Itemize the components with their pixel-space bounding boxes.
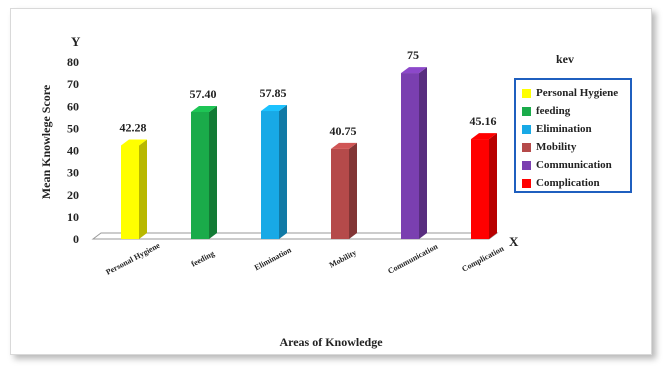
- data-label: 75: [407, 48, 419, 62]
- y-tick-label: 10: [67, 210, 79, 224]
- legend-swatch: [522, 142, 531, 152]
- data-label: 40.75: [330, 124, 357, 138]
- x-axis-letter: X: [509, 234, 519, 249]
- bar-front: [191, 112, 209, 239]
- bar-front: [121, 145, 139, 239]
- bar: [261, 105, 287, 240]
- bar: [331, 142, 357, 239]
- y-tick-label: 40: [67, 144, 79, 158]
- legend-item: Complication: [522, 174, 626, 192]
- legend-swatch: [522, 88, 531, 98]
- y-tick-label: 0: [73, 232, 79, 246]
- legend-label: Complication: [536, 177, 600, 189]
- bar-side: [489, 133, 497, 239]
- legend-item: Personal Hygiene: [522, 84, 626, 102]
- legend: Personal Hygiene feeding Elimination Mobili…: [514, 78, 632, 193]
- legend-label: Communication: [536, 159, 612, 171]
- y-tick-label: 60: [67, 99, 79, 113]
- legend-label: Personal Hygiene: [536, 87, 619, 99]
- bar-front: [331, 148, 349, 239]
- category-label: feeding: [190, 249, 216, 269]
- bar-side: [139, 139, 147, 239]
- category-label: Mobility: [328, 248, 358, 270]
- bar-front: [261, 111, 279, 239]
- y-tick-label: 70: [67, 77, 79, 91]
- x-axis-title: Areas of Knowledge: [279, 335, 383, 349]
- bar-top: [331, 142, 357, 149]
- legend-item: feeding: [522, 102, 626, 120]
- bar-side: [419, 67, 427, 239]
- legend-label: Elimination: [536, 123, 592, 135]
- bar: [121, 139, 147, 239]
- bar: [471, 133, 497, 239]
- legend-swatch: [522, 178, 531, 188]
- bar-top: [121, 139, 147, 146]
- legend-swatch: [522, 106, 531, 116]
- category-label: Complication: [460, 244, 506, 274]
- legend-swatch: [522, 124, 531, 134]
- bar-top: [191, 106, 217, 113]
- data-label: 42.28: [120, 120, 147, 134]
- y-axis-letter: Y: [71, 34, 81, 49]
- bar: [401, 67, 427, 239]
- legend-title: kev: [556, 52, 574, 66]
- legend-label: feeding: [536, 105, 571, 117]
- y-tick-label: 20: [67, 188, 79, 202]
- bar-top: [401, 67, 427, 74]
- y-tick-label: 80: [67, 55, 79, 69]
- y-axis-title: Mean Knowlege Score: [39, 84, 53, 199]
- bar-side: [349, 142, 357, 239]
- bar-chart: 0 10 20 30 40 50 60 70 80 42.28 57.40 57.85 40.75 75…: [39, 34, 519, 349]
- legend-label: Mobility: [536, 141, 577, 153]
- legend-item: Mobility: [522, 138, 626, 156]
- y-tick-label: 50: [67, 121, 79, 135]
- bar-front: [471, 139, 489, 239]
- legend-swatch: [522, 160, 531, 170]
- chart-floor: [91, 232, 499, 240]
- category-label: Personal Hygiene: [104, 241, 161, 277]
- legend-item: Elimination: [522, 120, 626, 138]
- legend-item: Communication: [522, 156, 626, 174]
- category-label: Communication: [386, 242, 439, 276]
- bar-side: [209, 106, 217, 239]
- data-label: 45.16: [470, 114, 497, 128]
- data-label: 57.85: [260, 86, 287, 100]
- bar-side: [279, 105, 287, 240]
- chart-frame: 0 10 20 30 40 50 60 70 80 42.28 57.40 57.85 40.75 75…: [10, 8, 652, 355]
- bar-front: [401, 73, 419, 239]
- bar-top: [261, 105, 287, 112]
- bar: [191, 106, 217, 239]
- y-tick-label: 30: [67, 166, 79, 180]
- data-label: 57.40: [190, 87, 217, 101]
- bar-top: [471, 133, 497, 140]
- category-label: Elimination: [253, 245, 293, 272]
